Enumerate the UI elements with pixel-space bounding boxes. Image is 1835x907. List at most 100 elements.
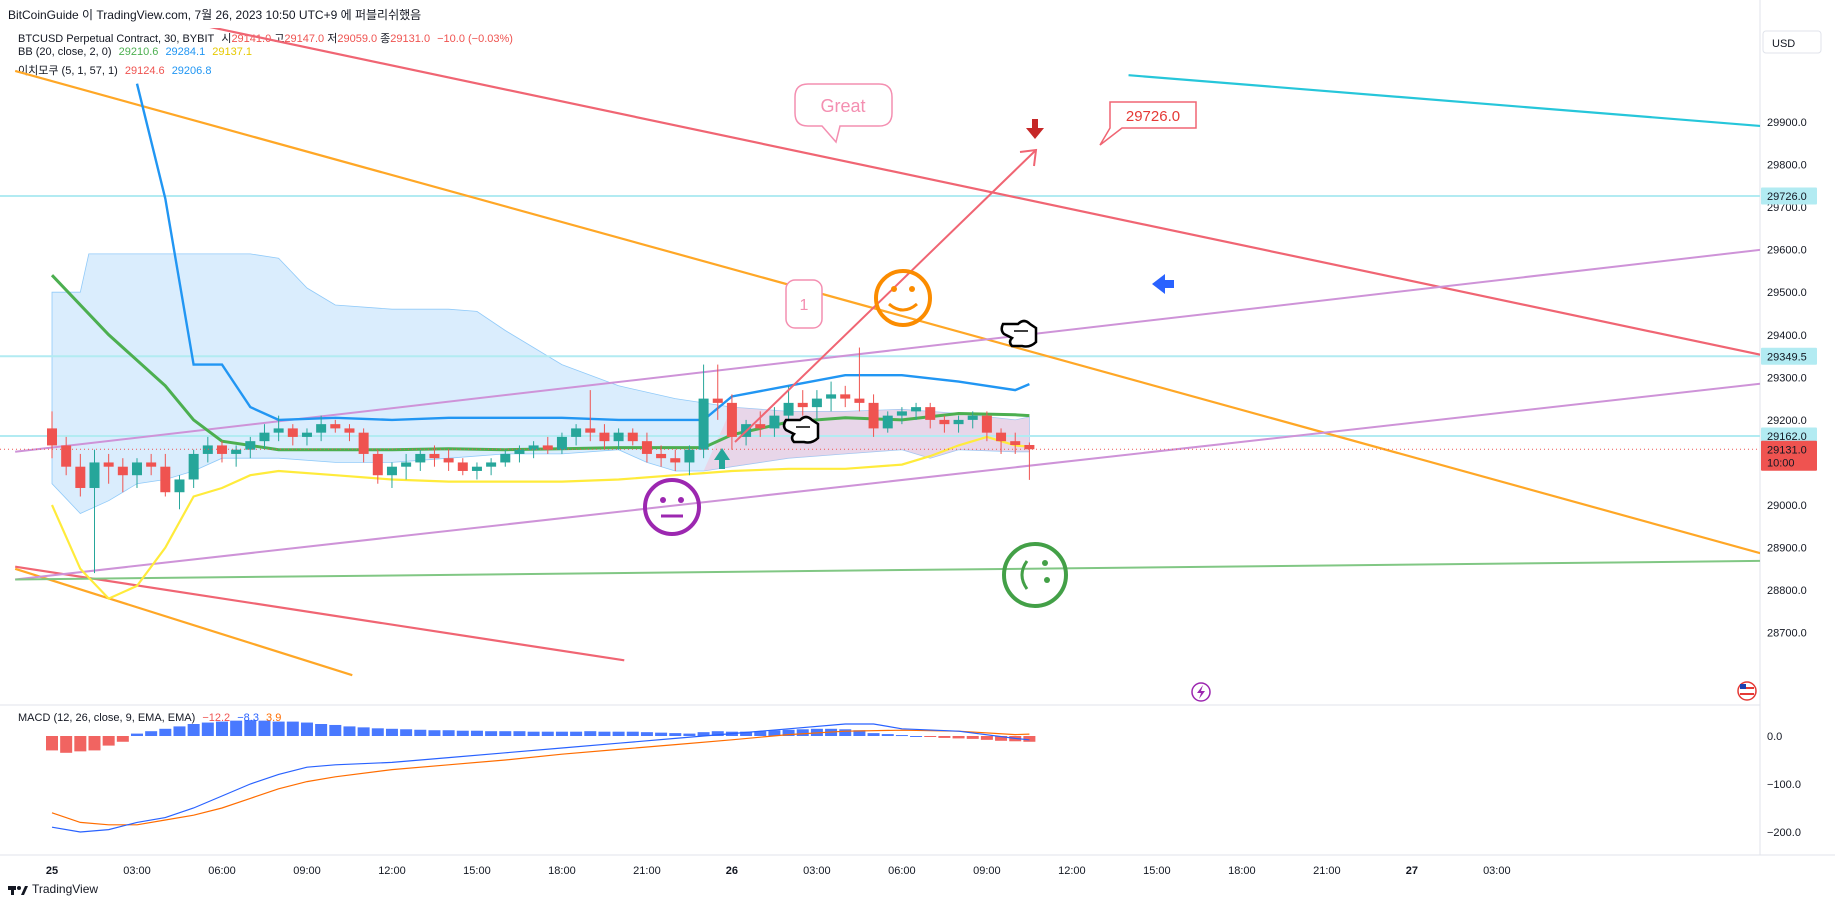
legend-ichimoku-b: 29206.8 [171,65,212,77]
candle-body [89,462,100,488]
time-tick-label: 12:00 [1058,865,1086,877]
macd-histogram-bar [130,733,143,736]
legend-open: 시29141.0 [221,33,272,45]
price-tick-label: 28900.0 [1767,543,1807,555]
target-price-text: 29726.0 [1126,108,1180,125]
macd-histogram-bar [88,736,101,751]
great-callout[interactable]: Great [794,83,893,144]
candle-body [245,441,256,450]
time-tick-label: 03:00 [803,865,831,877]
legend-macd-row: MACD (12, 26, close, 9, EMA, EMA) −12.2 … [18,712,285,724]
target-arrow[interactable] [734,148,1038,443]
candle-body [854,398,865,403]
macd-histogram-bar [966,736,979,739]
candle-body [415,453,426,463]
candle-body [939,419,950,425]
price-badge-last-countdown: 10:00 [1767,457,1795,469]
main-pane [0,28,1760,677]
legend-low: 저29059.0 [327,33,378,45]
candle-body [981,415,992,433]
macd-histogram-bar [371,728,384,736]
candle-body [231,449,242,454]
macd-histogram-bar [343,726,356,736]
sad-face-icon [1002,542,1068,608]
candle-body [386,466,397,476]
candle-body [613,432,624,442]
time-tick-label: 26 [726,865,738,877]
macd-histogram-bar [315,724,328,736]
lightning-icon[interactable] [1191,682,1211,702]
target-price-callout[interactable]: 29726.0 [1099,101,1197,146]
candle-body [585,428,596,433]
candle-body [61,445,72,467]
candle-body [401,462,412,467]
macd-histogram-bar [159,728,172,736]
candle-body [684,449,695,463]
macd-histogram-bar [329,724,342,736]
macd-histogram-bar [272,721,285,736]
macd-histogram-bar [1023,736,1036,742]
legend-bb-low: 29137.1 [212,46,253,58]
publish-attribution: BitCoinGuide 이 TradingView.com, 7월 26, 2… [8,8,422,22]
tradingview-logo-icon [8,886,28,895]
candle-body [571,428,582,437]
purple-trendline [15,248,1760,453]
currency-button[interactable]: USD [1762,30,1822,54]
legend-bb-label: BB (20, close, 2, 0) [18,46,112,58]
macd-histogram-bar [995,736,1008,741]
macd-histogram-bar [938,736,951,738]
candle-body [656,453,667,459]
time-tick-label: 25 [46,865,58,877]
time-tick-label: 06:00 [208,865,236,877]
price-tick-label: 29500.0 [1767,287,1807,299]
price-tick-label: 29400.0 [1767,330,1807,342]
time-tick-label: 27 [1406,865,1418,877]
candle-body [316,424,327,433]
candle-body [500,453,511,463]
step-one-badge[interactable]: 1 [785,279,823,329]
candle-body [287,428,298,437]
time-tick-label: 09:00 [293,865,321,877]
down-arrow-marker-icon [1026,119,1044,139]
time-tick-label: 21:00 [1313,865,1341,877]
macd-histogram-bar [711,731,724,736]
macd-histogram-bar [796,729,809,736]
legend-macd-label: MACD (12, 26, close, 9, EMA, EMA) [18,712,196,724]
candle-body [188,453,199,480]
step-one-text: 1 [800,297,809,314]
legend-ichimoku-a: 29124.6 [124,65,165,77]
price-tick-label: 29900.0 [1767,117,1807,129]
macd-histogram-bar [485,731,498,736]
macd-histogram-bar [286,721,299,736]
candle-body [712,398,723,403]
macd-histogram-bar [414,729,427,736]
candle-body [259,432,270,442]
candle-body [47,428,57,446]
macd-histogram-bar [230,720,243,736]
macd-tick-label: −200.0 [1767,827,1801,839]
price-badge-level-b: 29349.5 [1767,351,1807,363]
time-tick-label: 12:00 [378,865,406,877]
candle-body [429,453,440,459]
macd-histogram-bar [244,720,257,736]
legend-macd-hist: −12.2 [202,712,231,724]
price-tick-label: 29600.0 [1767,245,1807,257]
legend-ichimoku-row: 이치모쿠 (5, 1, 57, 1) 29124.6 29206.8 [18,62,215,78]
candle-body [641,441,652,454]
candle-body [996,432,1007,442]
candle-body [202,445,213,454]
macd-histogram-bar [187,724,200,736]
flag-icon[interactable] [1737,681,1757,701]
price-badge-level-c-bg [1761,427,1817,445]
candle-body [556,436,567,450]
legend-close: 종29131.0 [380,33,431,45]
macd-histogram-bar [499,731,512,736]
price-tick-label: 29800.0 [1767,160,1807,172]
legend-bb-row: BB (20, close, 2, 0) 29210.6 29284.1 291… [18,46,256,58]
red-trendline [15,565,625,662]
legend-bb-mid: 29210.6 [118,46,159,58]
purple-trendline [15,382,1760,581]
price-badge-level-b-bg [1761,347,1817,365]
legend-change: −10.0 (−0.03%) [437,33,513,45]
